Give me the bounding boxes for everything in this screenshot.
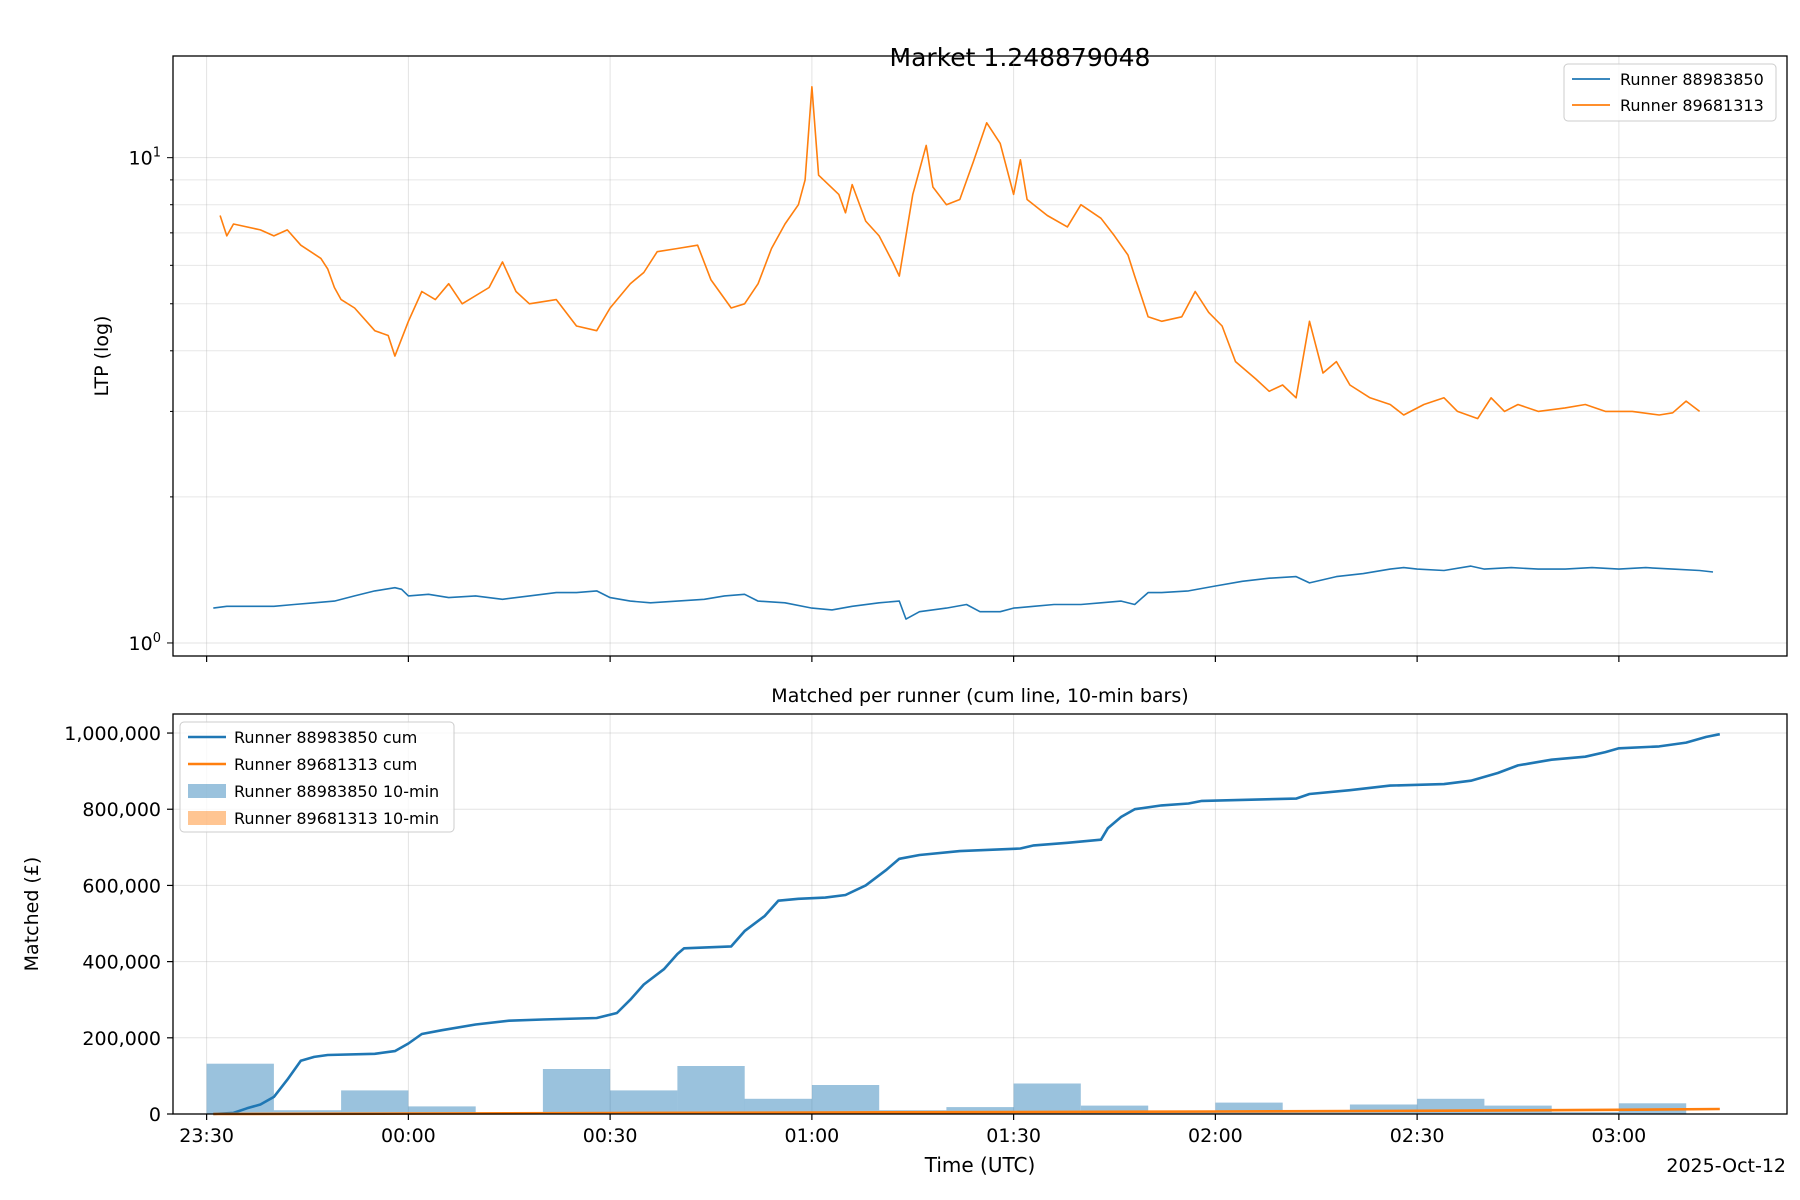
date-offset-label: 2025-Oct-12 [1666,1155,1786,1177]
matched-x-tick-label: 03:00 [1591,1125,1646,1147]
matched-legend-swatch-bar-1 [188,784,226,798]
matched-x-tick-label: 02:00 [1188,1125,1243,1147]
ltp-series-line-2 [219,86,1701,420]
matched-bar-runner-1 [677,1066,745,1114]
matched-bar-runner-1 [946,1107,1014,1114]
ltp-y-tick-label: 101 [129,146,161,170]
matched-x-tick-label: 01:30 [986,1125,1041,1147]
matched-x-tick-label: 23:30 [179,1125,234,1147]
ltp-plot-frame [172,55,1788,657]
matched-legend-label-cum-1: Runner 88983850 cum [234,728,417,747]
matched-bar-runner-1 [610,1090,678,1114]
matched-bar-runner-1 [1148,1112,1216,1114]
matched-y-tick-label: 200,000 [82,1028,161,1050]
matched-bar-runner-1 [1013,1083,1081,1114]
matched-bar-runner-1 [744,1098,812,1114]
matched-x-tick-label: 00:30 [583,1125,638,1147]
matched-panel: Matched per runner (cum line, 10-min bar… [21,685,1788,1177]
matched-legend-label-bar-2: Runner 89681313 10-min [234,809,439,828]
ltp-ticks: 100 101 [129,146,1620,662]
matched-x-tick-label: 00:00 [381,1125,436,1147]
matched-bar-runner-1 [206,1063,274,1114]
matched-x-tick-label: 02:30 [1390,1125,1445,1147]
ltp-chart-title: Market 1.248879048 [890,43,1151,72]
matched-y-tick-label: 0 [149,1104,161,1126]
matched-y-tick-label: 1,000,000 [64,723,161,745]
matched-bar-runner-1 [408,1106,476,1114]
matched-legend: Runner 88983850 cum Runner 89681313 cum … [179,721,455,833]
ltp-legend-label-runner-2: Runner 89681313 [1620,96,1764,115]
matched-y-tick-label: 400,000 [82,952,161,974]
matched-bar-runner-1 [1349,1104,1418,1114]
matched-x-tick-label: 01:00 [784,1125,839,1147]
ltp-series [213,86,1714,620]
ltp-legend-box [1563,63,1777,122]
matched-bar-runner-1 [273,1110,342,1114]
matched-plot-frame [172,713,1788,1115]
matched-x-axis-label: Time (UTC) [924,1153,1036,1177]
ltp-series-line-1 [213,565,1714,620]
matched-legend-label-cum-2: Runner 89681313 cum [234,755,417,774]
ltp-gridlines [173,56,1787,656]
matched-y-tick-label: 600,000 [82,875,161,897]
ltp-y-tick-label: 100 [129,631,161,655]
matched-legend-box [179,721,455,833]
matched-bar-runner-1 [341,1090,409,1114]
matched-legend-label-bar-1: Runner 88983850 10-min [234,782,439,801]
matched-bar-runner-1 [811,1085,880,1114]
matched-y-tick-label: 800,000 [82,799,161,821]
ltp-legend-label-runner-1: Runner 88983850 [1620,70,1764,89]
ltp-legend: Runner 88983850 Runner 89681313 [1563,63,1777,122]
matched-legend-swatch-bar-2 [188,811,226,825]
matched-bar-runner-1 [1551,1112,1619,1114]
matched-cum-line-1 [213,732,1721,1116]
matched-bar-runner-1 [1080,1105,1149,1114]
ltp-y-axis-label: LTP (log) [91,316,113,397]
matched-y-axis-label: Matched (£) [21,857,43,972]
ltp-panel: Market 1.248879048 100 101 LTP (log) Runn… [91,43,1788,662]
matched-ticks: 23:30 00:00 00:30 01:00 01:30 02:00 02:30 03:00… [64,723,1646,1147]
matched-bar-runner-1 [542,1069,611,1114]
matched-chart-title: Matched per runner (cum line, 10-min bar… [771,685,1188,707]
matched-bar-runner-1 [1215,1102,1283,1114]
